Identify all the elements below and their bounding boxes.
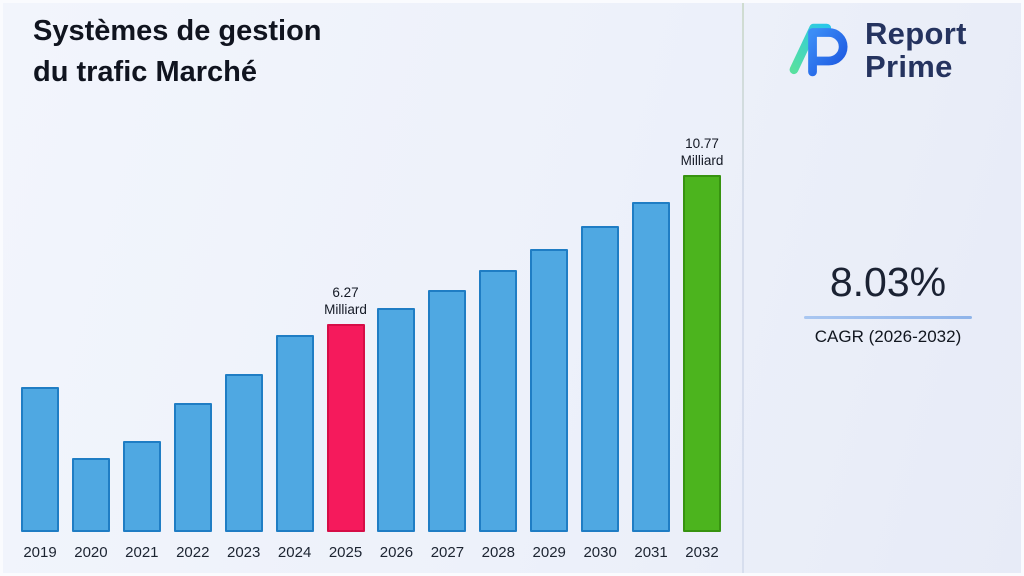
report-prime-logo: Report Prime xyxy=(783,15,967,85)
x-axis-label-2031: 2031 xyxy=(634,544,668,561)
bar-slot-2031 xyxy=(626,202,676,532)
cagr-value: 8.03% xyxy=(829,259,947,305)
bar-slot-2028 xyxy=(473,270,523,532)
bar-value-label-2032: 10.77 Milliard xyxy=(681,135,724,170)
cagr-underline xyxy=(804,316,972,319)
bar-2023 xyxy=(224,374,263,532)
x-axis-label-2020: 2020 xyxy=(74,544,108,561)
bar-slot-2032: 10.77 Milliard xyxy=(677,135,727,532)
bar-slot-2029 xyxy=(524,249,574,532)
bar-slot-2020 xyxy=(66,458,116,532)
bar-slot-2030 xyxy=(575,226,625,532)
x-axis-label-2023: 2023 xyxy=(227,544,261,561)
x-axis-label-2025: 2025 xyxy=(328,544,363,561)
cagr-block: 8.03% CAGR (2026-2032) xyxy=(803,259,973,347)
x-axis-label-2029: 2029 xyxy=(532,544,566,561)
bar-2021 xyxy=(122,441,161,532)
x-axis-label-2022: 2022 xyxy=(176,544,210,561)
cagr-label: CAGR (2026-2032) xyxy=(814,327,962,346)
bar-value-number-2032: 10.77 xyxy=(685,135,719,151)
bar-2032 xyxy=(682,175,721,532)
report-prime-logo-text: Report Prime xyxy=(865,15,967,84)
bar-slot-2027 xyxy=(422,290,472,532)
logo-word-prime: Prime xyxy=(865,49,953,84)
bar-2022 xyxy=(173,403,212,532)
page-title: Systèmes de gestion du trafic Marché xyxy=(33,11,322,92)
bar-2027 xyxy=(428,290,467,532)
bar-2019 xyxy=(21,387,59,532)
bar-slot-2023 xyxy=(219,374,269,532)
bar-2031 xyxy=(632,202,671,532)
x-axis-label-2026: 2026 xyxy=(379,544,414,561)
x-axis-label-2021: 2021 xyxy=(125,544,159,561)
x-axis-label-2019: 2019 xyxy=(23,544,57,561)
bar-slot-2019 xyxy=(15,387,65,532)
bar-value-unit-2025: Milliard xyxy=(324,302,367,318)
bar-value-number-2025: 6.27 xyxy=(332,284,359,300)
x-axis-label-2028: 2028 xyxy=(481,544,515,561)
x-axis-label-2030: 2030 xyxy=(583,544,617,561)
bar-slot-2026 xyxy=(371,308,421,532)
x-axis-label-2032: 2032 xyxy=(685,544,719,561)
bar-2020 xyxy=(71,458,110,532)
bar-value-unit-2032: Milliard xyxy=(680,153,724,169)
x-axis-labels: 2019 2020 2021 2022 2023 2024 2025 2026 2027 2028… xyxy=(15,544,727,561)
bar-2028 xyxy=(479,270,518,532)
bar-2026 xyxy=(377,308,416,532)
bar-slot-2025: 6.27 Milliard xyxy=(321,284,371,532)
logo-word-report: Report xyxy=(865,15,967,51)
report-prime-logo-icon xyxy=(789,23,848,77)
bar-slot-2022 xyxy=(168,403,218,532)
page-title-line2: du trafic Marché xyxy=(33,55,257,88)
bar-slot-2024 xyxy=(270,335,320,532)
page-title-line1: Systèmes de gestion xyxy=(33,15,322,47)
vertical-divider xyxy=(742,3,744,573)
bar-2030 xyxy=(581,226,620,532)
x-axis-label-2024: 2024 xyxy=(277,544,312,561)
bar-slot-2021 xyxy=(117,441,167,532)
bar-2025 xyxy=(326,324,365,532)
bars-row: 6.27 Milliard 10.77 Milliard xyxy=(15,120,727,532)
bar-value-label-2025: 6.27 Milliard xyxy=(324,284,367,319)
bar-2024 xyxy=(275,335,314,532)
bar-2029 xyxy=(530,249,569,532)
x-axis-label-2027: 2027 xyxy=(430,544,465,561)
